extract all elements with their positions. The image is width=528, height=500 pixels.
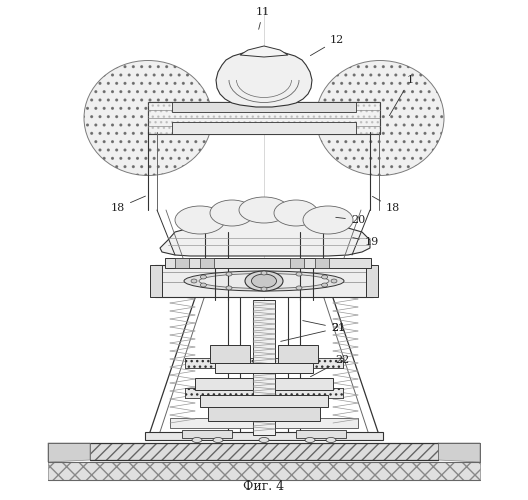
Bar — [148, 102, 380, 134]
Polygon shape — [216, 50, 312, 107]
Ellipse shape — [296, 286, 302, 290]
Text: 21: 21 — [303, 320, 345, 333]
Text: 11: 11 — [256, 7, 270, 30]
Ellipse shape — [303, 206, 353, 234]
Text: 18: 18 — [111, 196, 145, 213]
Text: Фиг. 4: Фиг. 4 — [243, 480, 285, 494]
Bar — [148, 102, 380, 134]
Bar — [195, 378, 333, 390]
Bar — [172, 102, 356, 112]
Ellipse shape — [296, 272, 302, 276]
Bar — [175, 258, 189, 268]
Ellipse shape — [226, 286, 232, 290]
Bar — [208, 407, 320, 421]
Bar — [170, 418, 358, 428]
Bar — [278, 345, 318, 363]
Ellipse shape — [199, 274, 329, 288]
Ellipse shape — [201, 275, 206, 279]
Bar — [253, 300, 275, 435]
Polygon shape — [90, 443, 438, 460]
Polygon shape — [48, 443, 90, 462]
Ellipse shape — [316, 60, 444, 176]
Text: 1: 1 — [389, 75, 413, 116]
Ellipse shape — [213, 438, 223, 442]
Ellipse shape — [261, 287, 267, 291]
Bar — [172, 122, 356, 134]
Bar — [182, 430, 232, 438]
Text: 20: 20 — [336, 215, 365, 225]
Polygon shape — [240, 46, 288, 57]
Polygon shape — [160, 210, 370, 256]
Polygon shape — [185, 388, 343, 398]
Ellipse shape — [331, 279, 337, 283]
Polygon shape — [48, 462, 480, 480]
Ellipse shape — [84, 60, 212, 176]
Ellipse shape — [322, 275, 327, 279]
Ellipse shape — [245, 271, 283, 291]
Bar — [290, 258, 304, 268]
Ellipse shape — [326, 438, 336, 442]
Ellipse shape — [305, 438, 315, 442]
Text: 21: 21 — [281, 323, 345, 342]
Ellipse shape — [251, 274, 277, 288]
Ellipse shape — [175, 206, 225, 234]
Bar — [296, 430, 346, 438]
Ellipse shape — [210, 200, 254, 226]
Bar — [150, 265, 162, 297]
Bar — [315, 258, 329, 268]
Bar — [185, 388, 343, 398]
Ellipse shape — [274, 200, 318, 226]
Ellipse shape — [226, 272, 232, 276]
Ellipse shape — [192, 438, 202, 442]
Ellipse shape — [191, 279, 197, 283]
Bar — [200, 258, 214, 268]
Bar — [200, 395, 328, 407]
Bar — [185, 358, 343, 368]
Text: 22: 22 — [310, 355, 349, 376]
Polygon shape — [438, 443, 480, 462]
Ellipse shape — [201, 283, 206, 287]
Bar — [366, 265, 378, 297]
Text: 19: 19 — [353, 237, 379, 247]
Ellipse shape — [184, 271, 344, 291]
Ellipse shape — [261, 271, 267, 275]
Bar — [210, 345, 250, 363]
Bar — [165, 258, 371, 268]
Bar — [145, 432, 383, 440]
Ellipse shape — [322, 283, 327, 287]
Text: 18: 18 — [372, 196, 400, 213]
Polygon shape — [185, 358, 343, 368]
Text: 12: 12 — [310, 35, 344, 56]
Bar — [215, 363, 313, 373]
Ellipse shape — [239, 197, 289, 223]
Ellipse shape — [259, 438, 269, 442]
Bar — [155, 265, 373, 297]
